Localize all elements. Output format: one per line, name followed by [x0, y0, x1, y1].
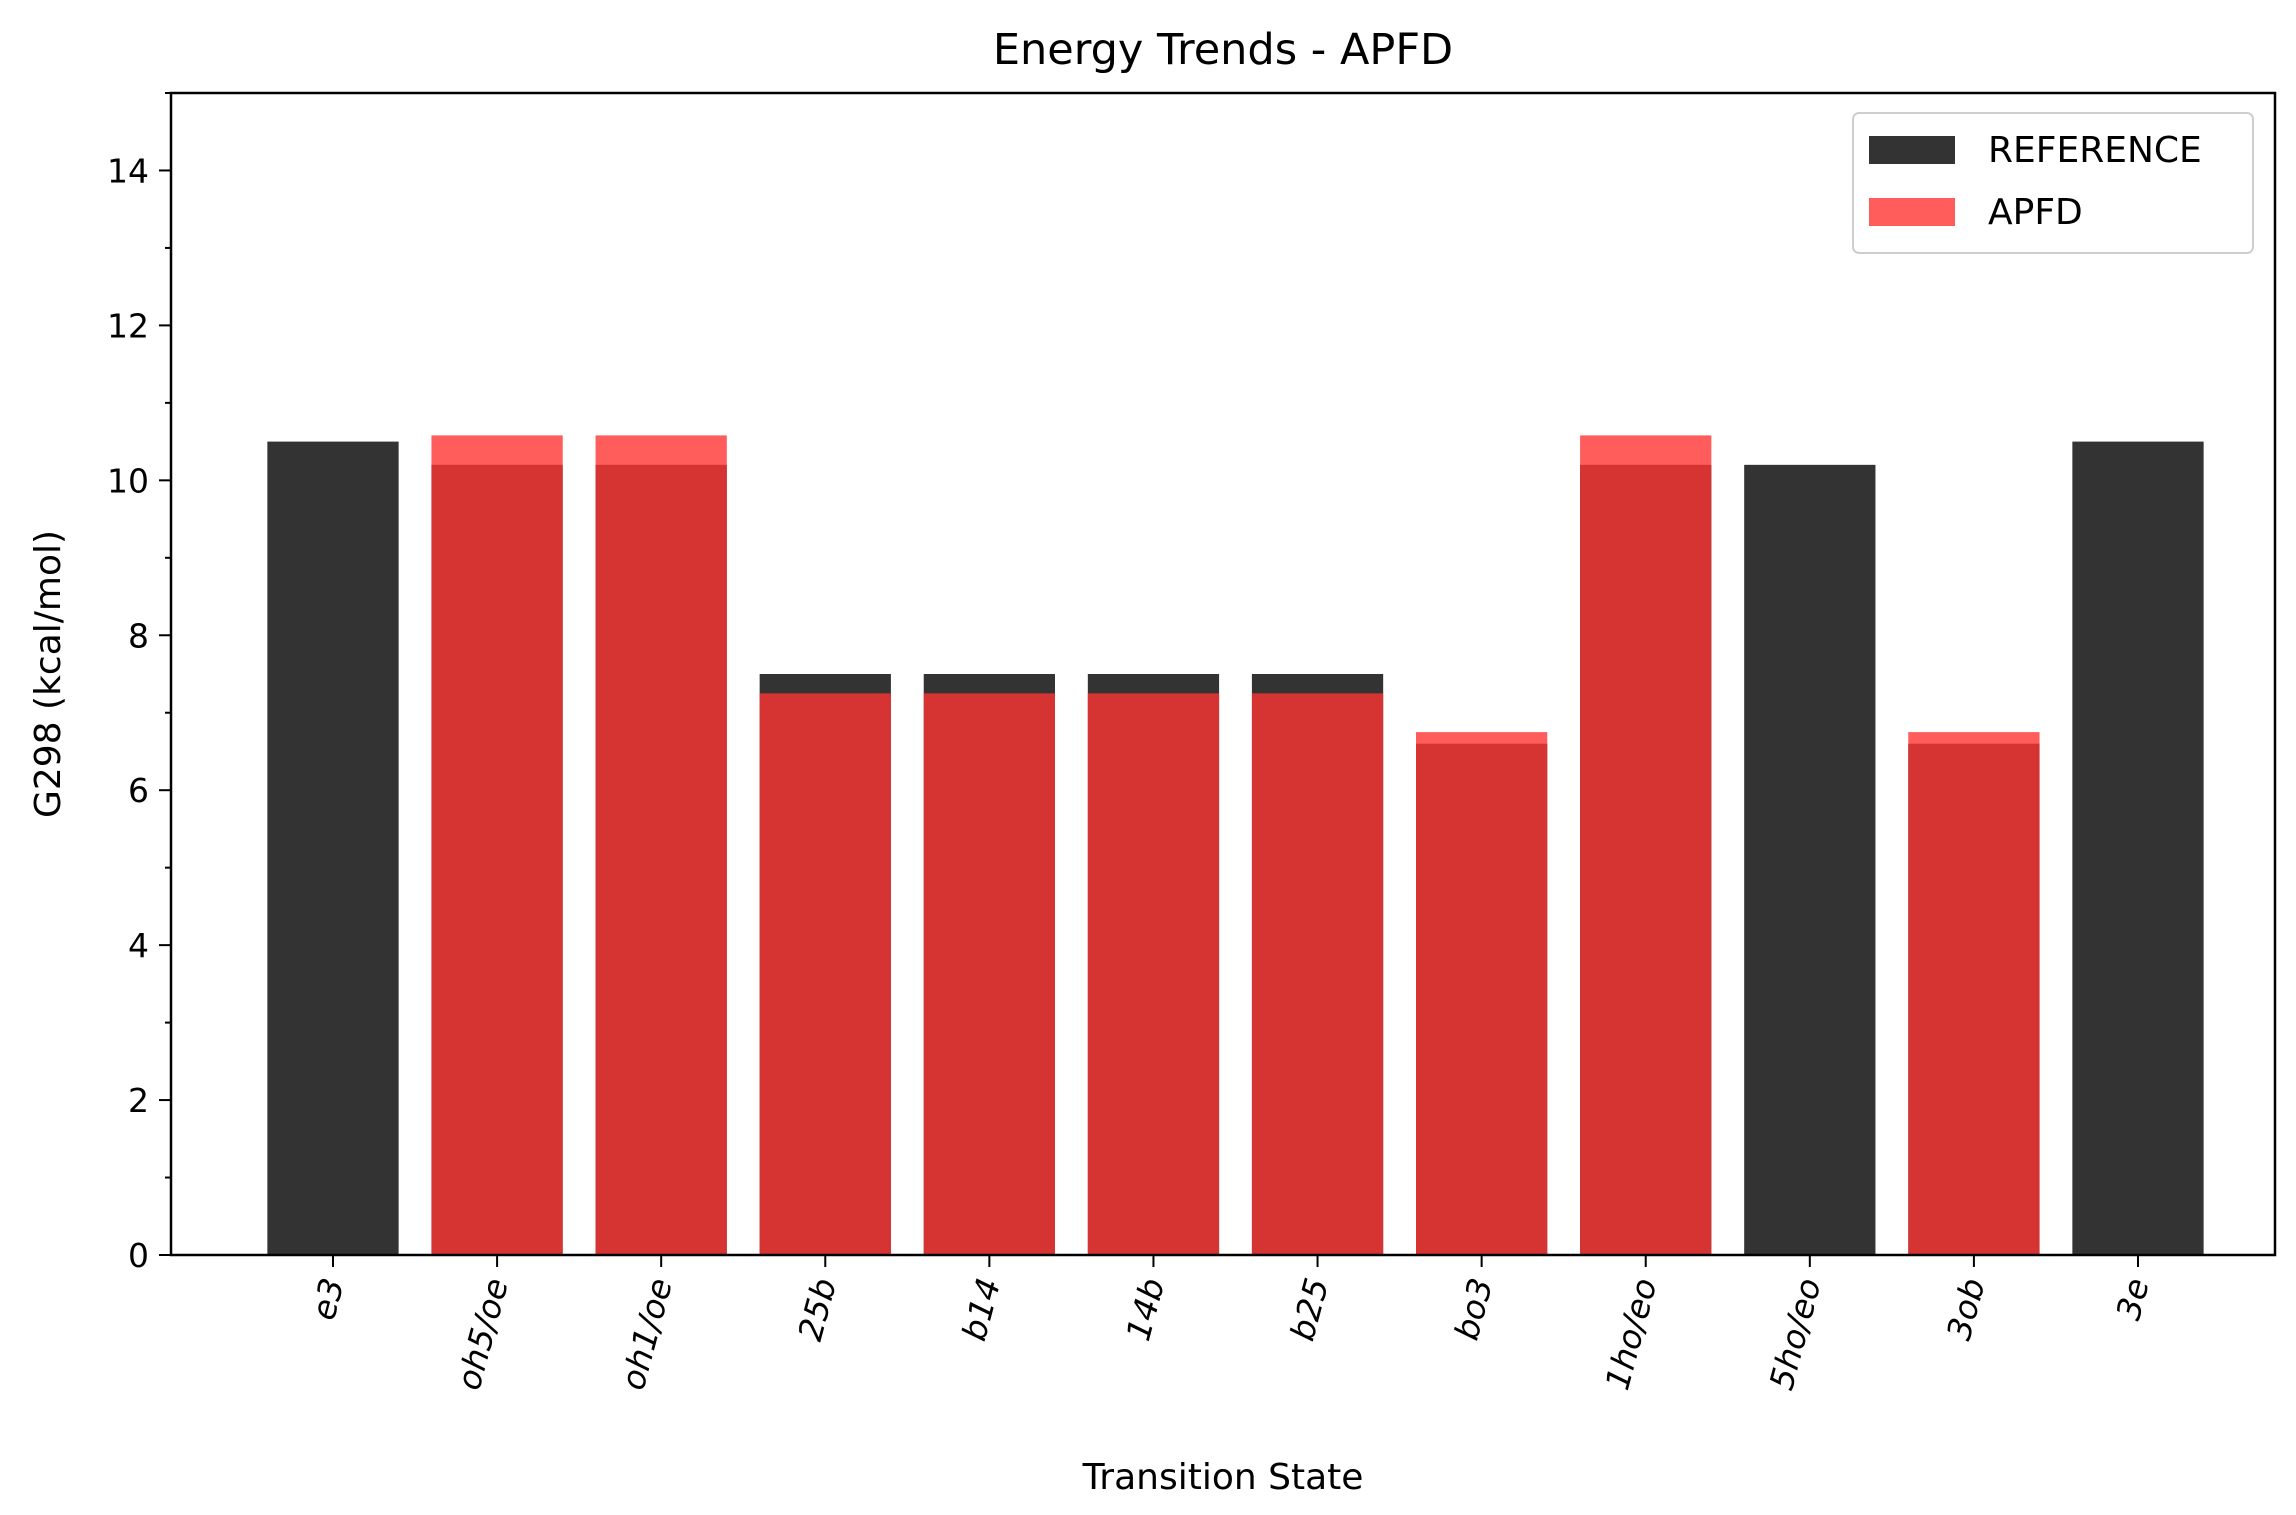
bar-reference-3e — [2072, 441, 2204, 1256]
legend-label-apfd: APFD — [1988, 192, 2083, 233]
bar-apfd-1ho-eo — [1580, 435, 1712, 1255]
legend-swatch-reference — [1869, 136, 1955, 164]
bar-reference-e3 — [267, 441, 399, 1256]
plot-frame — [169, 91, 2277, 1257]
chart-title: Energy Trends - APFD — [993, 25, 1453, 75]
bar-apfd-oh5-oe — [431, 435, 563, 1255]
legend-label-reference: REFERENCE — [1988, 130, 2202, 171]
bar-apfd-25b — [759, 693, 891, 1255]
y-tick-label-14: 14 — [107, 151, 149, 190]
bar-apfd-3ob — [1908, 732, 2040, 1255]
bars-layer — [267, 435, 2204, 1256]
bar-reference-5ho-eo — [1744, 464, 1876, 1256]
legend: REFERENCE APFD — [1852, 112, 2254, 254]
legend-swatch-apfd — [1869, 198, 1955, 226]
y-tick-label-4: 4 — [128, 926, 149, 965]
y-tick-label-6: 6 — [128, 771, 149, 810]
y-tick-label-2: 2 — [128, 1081, 149, 1120]
bar-apfd-b14 — [923, 693, 1055, 1255]
y-tick-label-12: 12 — [107, 306, 149, 345]
y-tick-label-8: 8 — [128, 616, 149, 655]
y-axis-label: G298 (kcal/mol) — [28, 530, 69, 818]
y-tick-label-10: 10 — [107, 461, 149, 500]
bar-apfd-b25 — [1251, 693, 1384, 1255]
x-axis-label: Transition State — [1082, 1457, 1364, 1498]
y-axis: 0 2 4 6 8 10 12 14 — [107, 92, 171, 1275]
bar-apfd-14b — [1087, 693, 1220, 1255]
y-tick-label-0: 0 — [128, 1236, 149, 1275]
bar-apfd-oh1-oe — [595, 435, 727, 1255]
bar-apfd-bo3 — [1416, 732, 1548, 1255]
